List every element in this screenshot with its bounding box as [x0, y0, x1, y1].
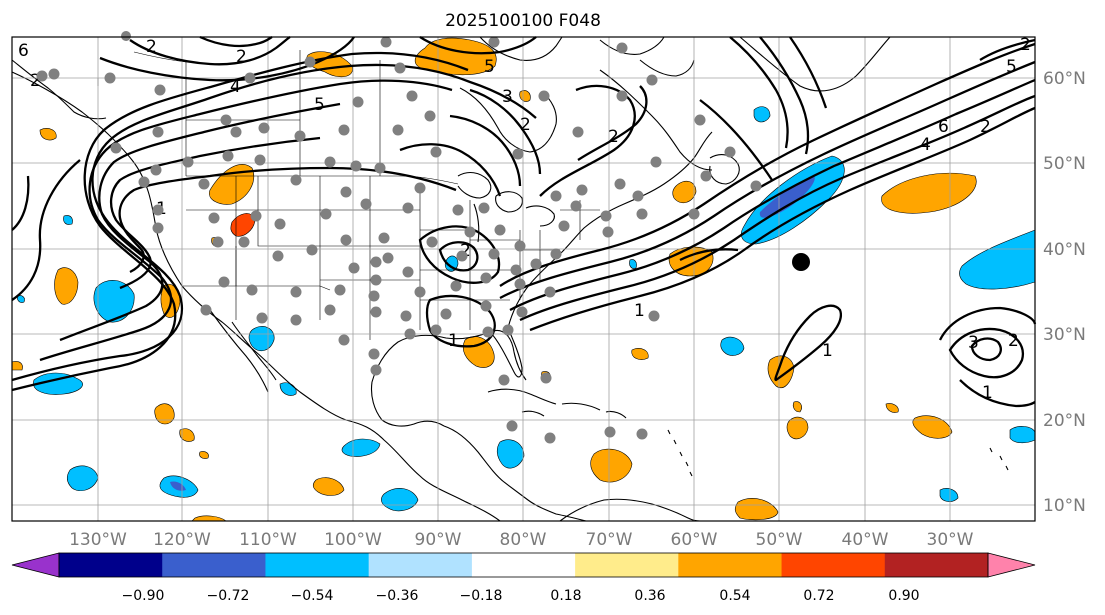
contour-label: 2	[460, 241, 471, 261]
positive-shading	[11, 37, 977, 522]
longitude-tick-label: 30°W	[927, 530, 974, 550]
colorbar-outline	[58, 552, 989, 578]
colorbar-tick-label: −0.72	[207, 588, 250, 604]
longitude-tick-label: 110°W	[239, 530, 297, 550]
contour-label: 5	[314, 95, 325, 115]
longitude-tick-label: 120°W	[153, 530, 211, 550]
contour-label: 2	[1008, 331, 1019, 351]
contour-label: 1	[982, 383, 993, 403]
latitude-tick-label: 50°N	[1043, 154, 1086, 174]
longitude-axis: 130°W 120°W 110°W 100°W 90°W 80°W 70°W 6…	[69, 530, 974, 550]
colorbar-bin	[162, 553, 266, 577]
contour-label: 2	[1020, 35, 1031, 55]
colorbar-bin	[368, 553, 473, 577]
colorbar-bin	[575, 553, 679, 577]
map-panel: 2 4 5 6 2 5 3 2 2 2 1 1 1 1 3 2 2 1 4 6 …	[11, 31, 1037, 522]
colorbar-bin	[59, 553, 163, 577]
map-title: 2025100100 F048	[445, 11, 601, 31]
colorbar-bin	[884, 553, 989, 577]
station-dots	[36, 31, 762, 444]
contour-label: 2	[520, 115, 531, 135]
contour-label: 1	[822, 341, 833, 361]
colorbar-bin	[781, 553, 886, 577]
latitude-axis: 60°N 50°N 40°N 30°N 20°N 10°N	[1043, 69, 1086, 516]
contour-label: 6	[18, 41, 29, 61]
colorbar-tick-label: 0.90	[888, 588, 919, 604]
colorbar-tick-label: 0.36	[634, 588, 665, 604]
colorbar-tick-label: 0.18	[550, 588, 581, 604]
contour-label: 3	[502, 87, 513, 107]
contour-label: 6	[938, 117, 949, 137]
colorbar-labels: −0.90 −0.72 −0.54 −0.36 −0.18 0.18 0.36 …	[122, 588, 920, 604]
longitude-tick-label: 100°W	[324, 530, 382, 550]
coastlines	[11, 36, 1009, 522]
longitude-tick-label: 130°W	[69, 530, 127, 550]
colorbar-tick-label: 0.54	[719, 588, 750, 604]
contour-label: 5	[484, 57, 495, 77]
longitude-tick-label: 80°W	[500, 530, 547, 550]
colorbar-extension-low	[11, 552, 60, 578]
longitude-tick-label: 40°W	[842, 530, 889, 550]
colorbar-tick-label: −0.36	[376, 588, 419, 604]
colorbar-bin	[265, 553, 370, 577]
colorbar-tick-label: 0.72	[803, 588, 834, 604]
contour-label: 2	[30, 71, 41, 91]
longitude-tick-label: 90°W	[415, 530, 462, 550]
colorbar-tick-label: −0.54	[291, 588, 334, 604]
colorbar-extension-high	[987, 552, 1036, 578]
contour-label: 2	[980, 117, 991, 137]
longitude-tick-label: 50°W	[756, 530, 803, 550]
colorbar	[11, 552, 1036, 578]
contour-label: 3	[968, 333, 979, 353]
contour-label: 1	[448, 331, 459, 351]
colorbar-tick-label: −0.90	[122, 588, 165, 604]
contour-label: 2	[236, 47, 247, 67]
contour-label: 4	[920, 135, 931, 155]
latitude-tick-label: 40°N	[1043, 240, 1086, 260]
longitude-tick-label: 60°W	[671, 530, 718, 550]
contour-label: 2	[608, 127, 619, 147]
colorbar-bin	[678, 553, 783, 577]
longitude-tick-label: 70°W	[586, 530, 633, 550]
contour-label: 4	[230, 77, 241, 97]
contour-label: 1	[634, 301, 645, 321]
latitude-tick-label: 10°N	[1043, 496, 1086, 516]
contour-label: 2	[146, 37, 157, 57]
colorbar-bin	[471, 553, 576, 577]
contour-lines	[11, 35, 1037, 408]
latitude-tick-label: 20°N	[1043, 411, 1086, 431]
colorbar-tick-label: −0.18	[460, 588, 503, 604]
target-marker	[792, 253, 810, 271]
latitude-tick-label: 30°N	[1043, 325, 1086, 345]
latitude-tick-label: 60°N	[1043, 69, 1086, 89]
contour-label: 5	[1006, 57, 1017, 77]
